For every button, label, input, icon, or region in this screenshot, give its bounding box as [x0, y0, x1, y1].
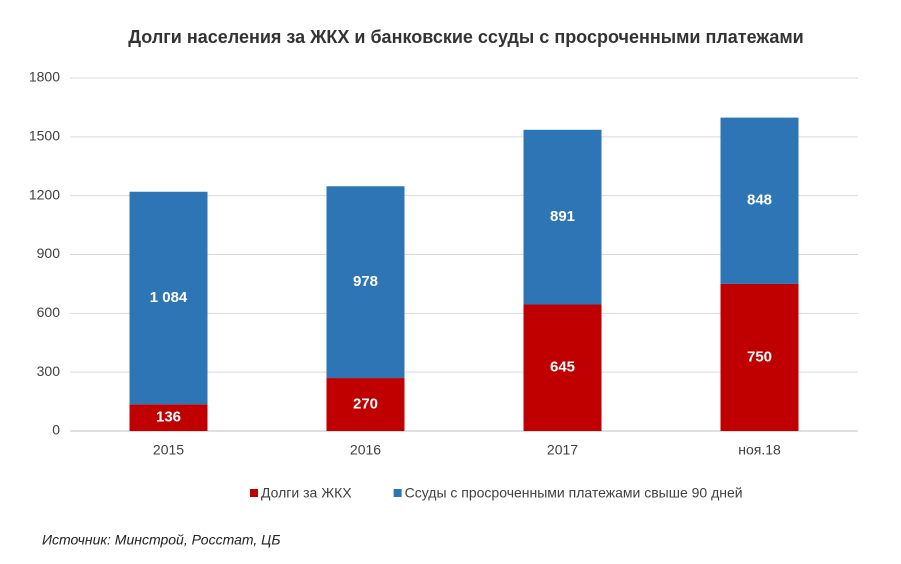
value-label: 978 [353, 273, 378, 290]
legend-swatch [250, 489, 258, 497]
y-tick-label: 1200 [29, 186, 60, 202]
bar-segment [326, 186, 405, 379]
value-label: 1 084 [150, 289, 188, 306]
bar-segment [326, 378, 405, 431]
value-label: 750 [747, 348, 772, 365]
y-tick-label: 300 [37, 363, 61, 379]
x-tick-label: 2015 [153, 442, 184, 458]
value-label: 891 [550, 208, 575, 225]
bar-segment [129, 404, 208, 431]
y-tick-label: 1800 [29, 69, 60, 85]
y-tick-label: 900 [37, 245, 61, 261]
bar-segment [720, 117, 799, 284]
chart-title: Долги населения за ЖКХ и банковские ссуд… [128, 27, 803, 47]
bar-segment [523, 129, 602, 305]
bar-segment [129, 191, 208, 405]
y-tick-label: 600 [37, 304, 61, 320]
x-tick-label: ноя.18 [738, 442, 781, 458]
value-label: 645 [550, 359, 575, 376]
legend-label: Долги за ЖКХ [261, 485, 352, 501]
legend-label: Ссуды с просроченными платежами свыше 90… [405, 485, 743, 501]
value-label: 136 [156, 409, 181, 426]
source-note: Источник: Минстрой, Росстат, ЦБ [42, 532, 280, 548]
value-label: 270 [353, 395, 378, 412]
value-label: 848 [747, 192, 772, 209]
x-tick-label: 2016 [350, 442, 381, 458]
y-tick-label: 1500 [29, 128, 60, 144]
bar-segment [523, 304, 602, 431]
bar-segment [720, 283, 799, 431]
legend-swatch [393, 489, 402, 497]
y-tick-label: 0 [52, 422, 60, 438]
x-tick-label: 2017 [547, 442, 578, 458]
